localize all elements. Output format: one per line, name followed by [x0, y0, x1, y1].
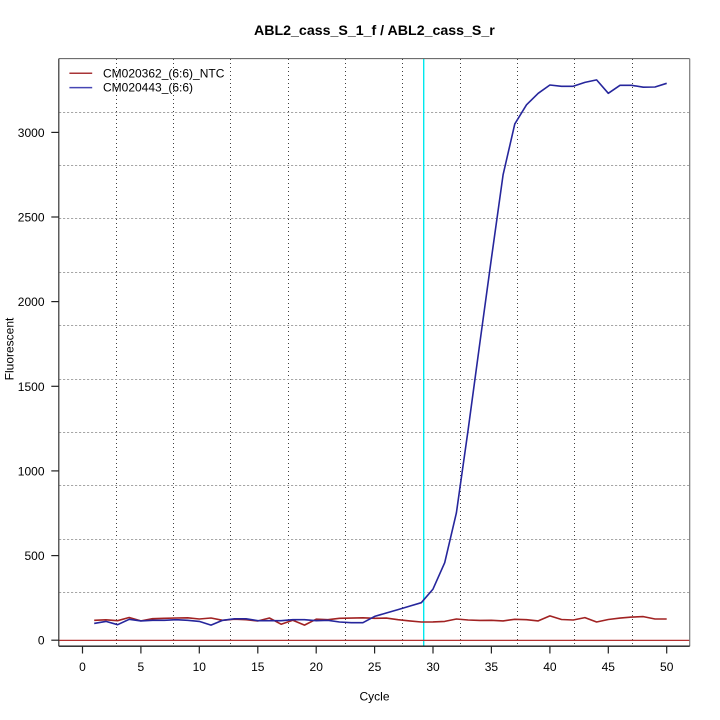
svg-text:35: 35 — [485, 660, 499, 674]
svg-text:25: 25 — [368, 660, 382, 674]
svg-text:CM020362_(6:6)_NTC: CM020362_(6:6)_NTC — [103, 66, 225, 80]
svg-text:40: 40 — [543, 660, 557, 674]
svg-text:2000: 2000 — [18, 295, 45, 309]
svg-text:ABL2_cass_S_1_f / ABL2_cass_S_: ABL2_cass_S_1_f / ABL2_cass_S_r — [254, 23, 495, 39]
svg-text:Fluorescent: Fluorescent — [3, 317, 17, 380]
svg-text:0: 0 — [38, 634, 45, 648]
svg-text:50: 50 — [660, 660, 674, 674]
svg-text:5: 5 — [138, 660, 145, 674]
svg-text:15: 15 — [251, 660, 265, 674]
svg-text:500: 500 — [24, 549, 44, 563]
svg-text:10: 10 — [193, 660, 207, 674]
svg-text:20: 20 — [310, 660, 324, 674]
svg-text:Cycle: Cycle — [359, 690, 389, 704]
svg-text:45: 45 — [602, 660, 616, 674]
svg-text:30: 30 — [426, 660, 440, 674]
svg-text:0: 0 — [79, 660, 86, 674]
svg-text:CM020443_(6:6): CM020443_(6:6) — [103, 81, 193, 95]
svg-text:2500: 2500 — [18, 211, 45, 225]
svg-text:1000: 1000 — [18, 464, 45, 478]
svg-text:3000: 3000 — [18, 126, 45, 140]
svg-text:1500: 1500 — [18, 380, 45, 394]
